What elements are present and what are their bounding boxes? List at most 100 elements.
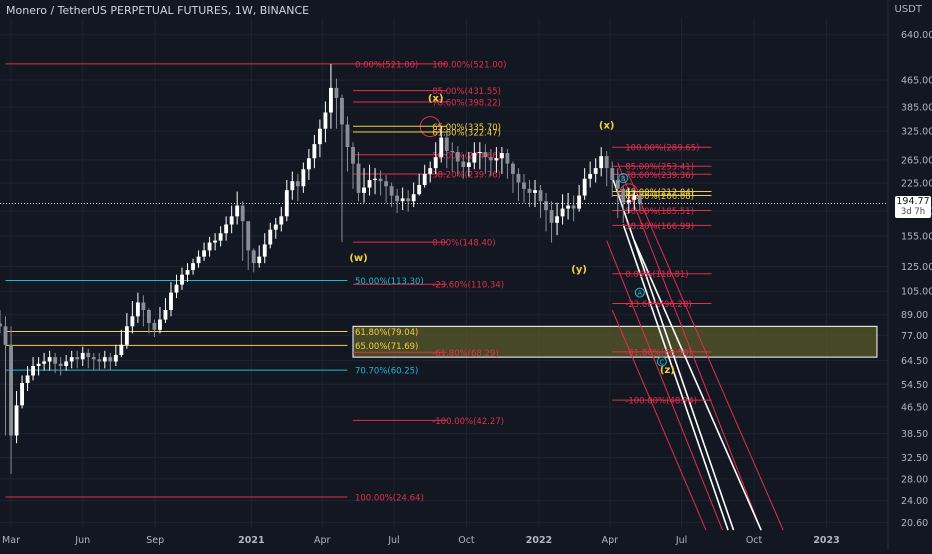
fib-level-label: -61.80%(68.29) <box>432 349 498 359</box>
candle-body <box>235 205 240 217</box>
candle-body <box>158 319 162 330</box>
candle-body <box>97 359 102 362</box>
price-tick-label: 64.50 <box>901 356 928 367</box>
price-tick-label: 38.50 <box>901 429 928 440</box>
fib-level-label: 100.00%(24.64) <box>355 493 424 503</box>
wave-label: B <box>621 175 626 183</box>
candle-body <box>582 178 587 196</box>
wave-label: (w) <box>349 253 367 264</box>
wave-marker <box>618 173 629 184</box>
time-tick-label: Sep <box>146 535 164 546</box>
candle-body <box>36 363 41 367</box>
price-tick-label: 155.00 <box>901 231 932 242</box>
candle-body <box>566 205 571 209</box>
candle-body <box>362 187 366 193</box>
candle-body <box>9 344 13 436</box>
fib-level-label: -61.80%(68.50) <box>625 348 691 358</box>
candle-body <box>577 195 582 209</box>
candle-body <box>417 184 422 195</box>
candle-body <box>610 168 615 180</box>
median-line <box>622 224 729 531</box>
price-tick-label: 385.00 <box>901 102 932 113</box>
candle-body <box>229 216 234 225</box>
candle-body <box>169 292 173 310</box>
time-axis-layer: Mar Jun Sep 2021 Apr Jul Oct 2022 Apr Jul Oct 2023 <box>2 535 840 546</box>
candle-body <box>262 244 267 257</box>
candle-body <box>130 316 135 327</box>
candle-body <box>433 157 438 169</box>
fib-level-label: 61.80%(322.47) <box>432 128 501 138</box>
wave-labels-layer: (w) (x) (y) (x) (z) A B C <box>349 93 675 376</box>
candle-body <box>428 168 433 174</box>
time-tick-label: Jul <box>675 535 687 546</box>
candle-body <box>477 152 482 154</box>
candle-body <box>483 152 488 158</box>
candle-body <box>505 153 510 164</box>
fib-level-label: -100.00%(48.74) <box>625 397 697 407</box>
candle-body <box>494 158 499 161</box>
time-tick-label: Oct <box>458 535 475 546</box>
candle-body <box>191 263 195 270</box>
price-tick-label: 24.00 <box>901 496 928 507</box>
candle-body <box>108 357 113 362</box>
candle-body <box>367 179 372 188</box>
wave-marker <box>634 287 645 298</box>
fib-level-label: 65.00%(71.69) <box>355 342 418 352</box>
candle-body <box>196 256 201 264</box>
candle-body <box>207 242 212 251</box>
candle-body <box>450 151 455 153</box>
candle-body <box>31 366 36 376</box>
price-tick-label: 105.00 <box>901 287 932 298</box>
candle-body <box>621 188 626 203</box>
bar-countdown: 3d 7h <box>900 207 926 217</box>
time-tick-label: Mar <box>2 535 20 546</box>
fib-level-label: 38.20%(239.76) <box>432 171 501 181</box>
candle-body <box>86 352 91 358</box>
candle-body <box>511 163 515 174</box>
candle-body <box>312 144 317 159</box>
candle-body <box>466 162 471 167</box>
fib-level-label: 61.80%(206.08) <box>625 192 694 202</box>
candle-body <box>14 405 19 436</box>
fib-level-label: 38.20%(166.99) <box>625 222 694 232</box>
fib-level-label: 78.60%(398.22) <box>432 99 501 109</box>
candle-body <box>20 383 24 406</box>
candle-body <box>340 97 344 125</box>
candle-body <box>560 208 565 217</box>
candle-body <box>113 354 118 362</box>
candle-body <box>224 224 229 234</box>
candle-body <box>555 216 559 223</box>
candle-body <box>599 156 604 169</box>
time-tick-label: 2021 <box>238 535 264 546</box>
fib-level-label: 50.00%(113.30) <box>355 277 424 287</box>
candle-body <box>533 190 537 193</box>
candle-body <box>47 357 52 362</box>
candle-body <box>351 147 355 164</box>
candle-body <box>25 375 30 384</box>
candle-body <box>202 250 207 257</box>
candle-body <box>213 240 218 243</box>
candle-body <box>499 153 504 159</box>
candle-body <box>218 233 223 241</box>
candle-body <box>64 361 69 367</box>
candle-body <box>615 179 620 189</box>
candle-body <box>488 157 493 161</box>
candle-body <box>637 195 642 204</box>
wave-label: A <box>637 290 642 298</box>
pitchfork-line <box>617 162 762 531</box>
candle-body <box>522 182 526 189</box>
candle-body <box>0 323 2 327</box>
fib-level-label: -23.60%(96.28) <box>625 300 691 310</box>
candle-body <box>593 168 598 174</box>
fib-level-label: 85.00%(431.55) <box>432 87 501 97</box>
candle-body <box>334 87 339 98</box>
candle-body <box>395 195 400 202</box>
candle-body <box>279 216 284 225</box>
last-price-tag: 194.77 3d 7h <box>895 196 931 218</box>
candle-body <box>119 344 124 355</box>
candle-body <box>378 178 383 182</box>
fib-level-label: 78.60%(239.36) <box>625 171 694 181</box>
pitchfork-line <box>606 240 723 531</box>
